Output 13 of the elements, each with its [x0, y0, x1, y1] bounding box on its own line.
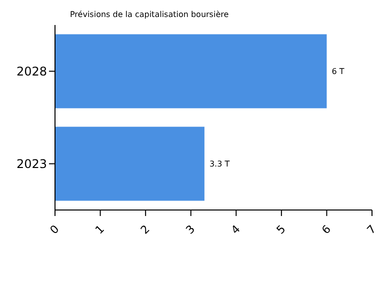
- x-tick-label: 1: [92, 222, 108, 237]
- y-tick-label: 2028: [16, 64, 47, 79]
- x-tick-label: 3: [183, 222, 198, 237]
- x-tick-label: 6: [319, 222, 334, 237]
- data-label: 6 T: [332, 67, 344, 76]
- x-tick-label: 0: [48, 222, 62, 237]
- x-tick-label: 5: [274, 222, 288, 237]
- x-tick-label: 7: [364, 222, 379, 237]
- y-tick-label: 2023: [16, 157, 47, 172]
- chart-title: Prévisions de la capitalisation boursière: [70, 10, 229, 19]
- x-tick-label: 2: [138, 222, 152, 237]
- x-tick-label: 4: [228, 222, 243, 237]
- data-label: 3.3 T: [209, 160, 230, 169]
